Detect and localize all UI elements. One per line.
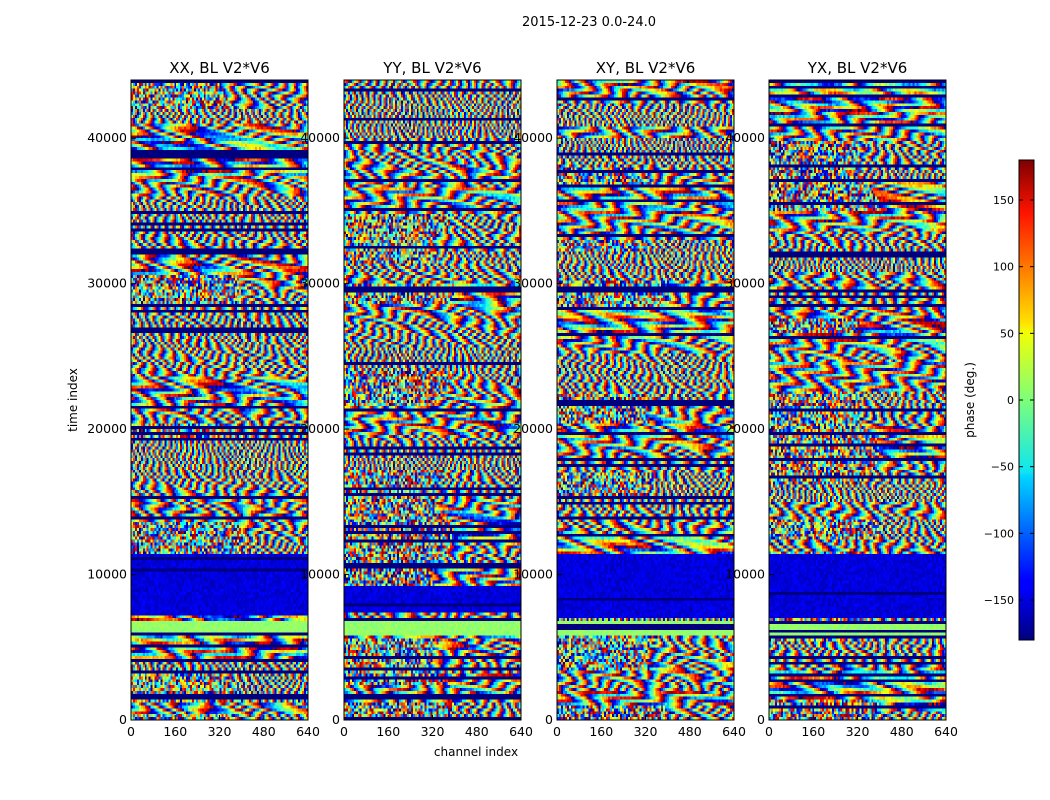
x-tick-label: 160 [801, 724, 825, 739]
panel-4: YX, BL V2*V6 0 160 320 480 640 0 10000 20000 3000… [725, 59, 958, 739]
panel-title: XX, BL V2*V6 [169, 59, 270, 77]
x-axis-label: channel index [434, 745, 518, 759]
heatmap-image [344, 80, 521, 720]
panel-2: YY, BL V2*V6 0 160 320 480 640 0 10000 20000 3000… [300, 59, 533, 739]
y-tick-label: 30000 [87, 276, 127, 291]
y-tick-label: 10000 [300, 567, 340, 582]
y-tick-label: 30000 [725, 276, 765, 291]
panel-title: XY, BL V2*V6 [596, 59, 696, 77]
y-tick-label: 20000 [725, 421, 765, 436]
y-axis-label: time index [66, 368, 80, 432]
panel-1: XX, BL V2*V6 0 160 320 480 640 0 10000 20000 3000… [87, 59, 320, 739]
colorbar-tick-label: 50 [1000, 327, 1014, 340]
colorbar-tick-label: 100 [993, 261, 1014, 274]
x-tick-label: 160 [376, 724, 400, 739]
x-tick-label: 0 [127, 724, 135, 739]
y-tick-label: 30000 [300, 276, 340, 291]
x-tick-label: 640 [296, 724, 320, 739]
y-tick-label: 10000 [87, 567, 127, 582]
y-tick-label: 40000 [725, 130, 765, 145]
y-tick-label: 20000 [300, 421, 340, 436]
x-tick-label: 480 [678, 724, 702, 739]
x-tick-label: 640 [509, 724, 533, 739]
x-tick-label: 320 [846, 724, 870, 739]
panel-3: XY, BL V2*V6 0 160 320 480 640 0 10000 20000 3000… [513, 59, 746, 739]
x-tick-label: 320 [208, 724, 232, 739]
y-tick-label: 40000 [300, 130, 340, 145]
colorbar-tick-label: 150 [993, 194, 1014, 207]
y-tick-label: 0 [332, 712, 340, 727]
x-tick-label: 640 [722, 724, 746, 739]
y-tick-label: 10000 [513, 567, 553, 582]
y-tick-label: 0 [757, 712, 765, 727]
y-tick-label: 20000 [87, 421, 127, 436]
x-tick-label: 0 [765, 724, 773, 739]
colorbar-tick-label: 0 [1007, 394, 1014, 407]
x-tick-label: 640 [934, 724, 958, 739]
colorbar-tick-label: −50 [991, 461, 1014, 474]
colorbar-label: phase (deg.) [963, 362, 977, 438]
heatmap-image [557, 80, 734, 720]
x-tick-label: 320 [634, 724, 658, 739]
colorbar: −150 −100 −50 0 50 100 150 phase (deg.) [963, 159, 1035, 641]
panel-title: YY, BL V2*V6 [382, 59, 481, 77]
x-tick-label: 480 [890, 724, 914, 739]
colorbar-tick-label: −150 [984, 594, 1014, 607]
y-tick-label: 10000 [725, 567, 765, 582]
y-tick-label: 0 [545, 712, 553, 727]
colorbar-ticks: −150 −100 −50 0 50 100 150 [984, 194, 1034, 607]
panel-title: YX, BL V2*V6 [807, 59, 908, 77]
heatmap-image [769, 80, 946, 720]
y-tick-label: 40000 [513, 130, 553, 145]
y-tick-label: 20000 [513, 421, 553, 436]
x-tick-label: 480 [252, 724, 276, 739]
x-tick-label: 0 [340, 724, 348, 739]
x-tick-label: 480 [465, 724, 489, 739]
x-tick-label: 160 [163, 724, 187, 739]
y-tick-label: 30000 [513, 276, 553, 291]
x-tick-label: 320 [421, 724, 445, 739]
heatmap-image [131, 80, 308, 720]
y-tick-label: 0 [119, 712, 127, 727]
figure-suptitle: 2015-12-23 0.0-24.0 [522, 15, 656, 30]
x-tick-label: 160 [589, 724, 613, 739]
colorbar-tick-label: −100 [984, 527, 1014, 540]
x-tick-label: 0 [553, 724, 561, 739]
y-tick-label: 40000 [87, 130, 127, 145]
panels: XX, BL V2*V6 0 160 320 480 640 0 10000 20000 3000… [87, 59, 958, 739]
